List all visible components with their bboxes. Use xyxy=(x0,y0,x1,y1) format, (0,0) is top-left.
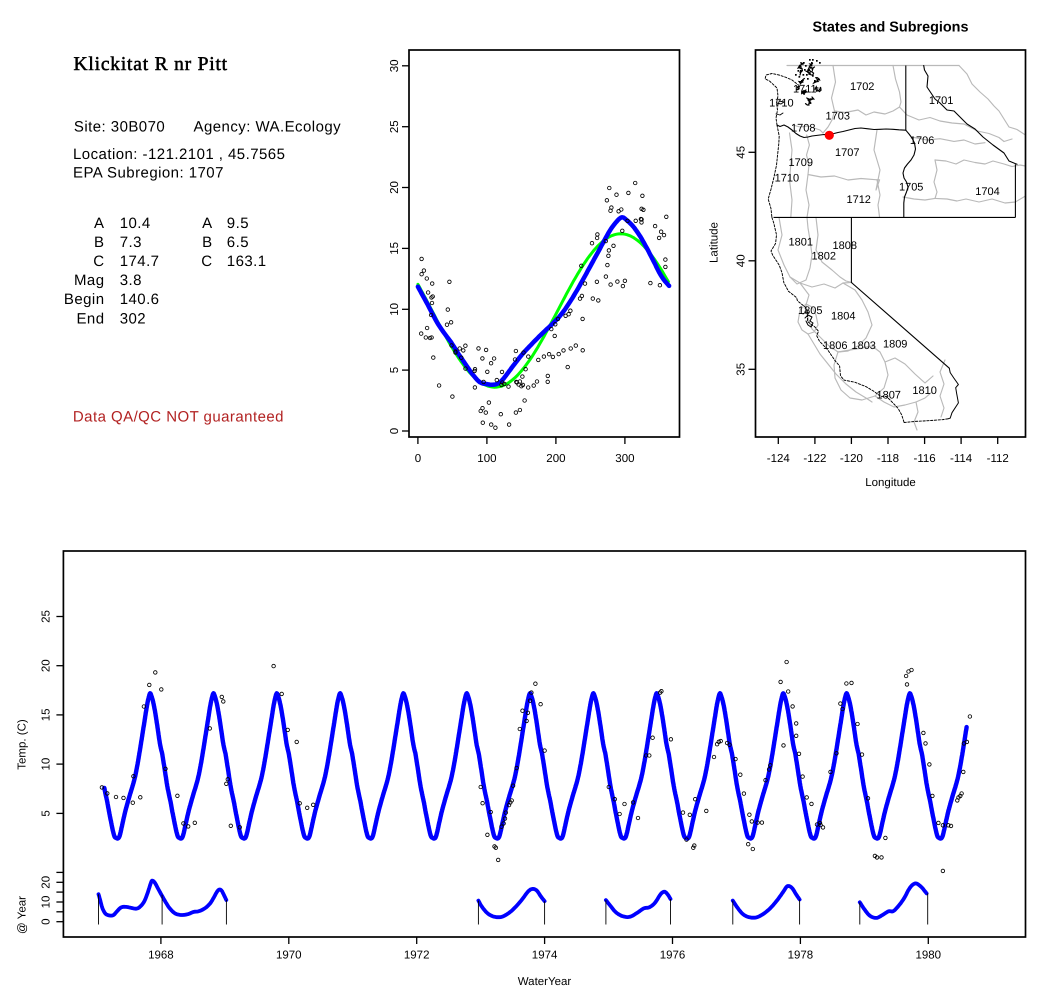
svg-text:1704: 1704 xyxy=(975,186,999,198)
svg-text:-124: -124 xyxy=(767,453,791,465)
svg-text:C: C xyxy=(93,253,104,270)
svg-text:B: B xyxy=(202,234,212,251)
svg-text:20: 20 xyxy=(41,876,53,889)
svg-text:5: 5 xyxy=(41,810,53,816)
svg-text:20: 20 xyxy=(41,659,53,672)
svg-text:1807: 1807 xyxy=(876,389,900,401)
svg-text:1805: 1805 xyxy=(798,305,822,317)
svg-text:10.4: 10.4 xyxy=(120,215,151,232)
svg-text:End: End xyxy=(76,310,104,327)
svg-text:15: 15 xyxy=(389,242,401,255)
svg-text:1708: 1708 xyxy=(791,122,815,134)
svg-text:174.7: 174.7 xyxy=(120,253,160,270)
svg-text:9.5: 9.5 xyxy=(227,215,249,232)
svg-text:1970: 1970 xyxy=(276,950,302,962)
svg-text:1702: 1702 xyxy=(850,81,874,93)
svg-text:20: 20 xyxy=(389,181,401,194)
svg-text:Site: 30B070: Site: 30B070 xyxy=(74,118,165,135)
svg-text:Begin: Begin xyxy=(64,291,105,308)
svg-text:5: 5 xyxy=(389,367,401,373)
svg-text:Longitude: Longitude xyxy=(865,477,916,489)
svg-text:C: C xyxy=(201,253,212,270)
svg-text:6.5: 6.5 xyxy=(227,234,249,251)
svg-text:Agency: WA.Ecology: Agency: WA.Ecology xyxy=(194,118,342,135)
svg-text:1712: 1712 xyxy=(846,194,870,206)
svg-text:0: 0 xyxy=(41,918,53,924)
svg-text:-118: -118 xyxy=(877,453,899,465)
svg-text:25: 25 xyxy=(389,120,401,133)
svg-text:B: B xyxy=(94,234,104,251)
svg-text:10: 10 xyxy=(41,758,53,771)
svg-text:45: 45 xyxy=(736,146,748,159)
svg-text:140.6: 140.6 xyxy=(120,291,160,308)
svg-text:1974: 1974 xyxy=(532,950,558,962)
svg-text:1701: 1701 xyxy=(929,95,953,107)
svg-text:0: 0 xyxy=(415,453,421,465)
svg-text:1710: 1710 xyxy=(769,97,793,109)
svg-text:Latitude: Latitude xyxy=(708,222,720,263)
svg-text:States and Subregions: States and Subregions xyxy=(813,20,969,36)
svg-text:-122: -122 xyxy=(803,453,826,465)
svg-text:200: 200 xyxy=(546,453,565,465)
svg-text:15: 15 xyxy=(41,709,53,722)
svg-text:Klickitat R nr Pitt: Klickitat R nr Pitt xyxy=(74,54,228,75)
svg-text:10: 10 xyxy=(41,896,53,909)
svg-text:25: 25 xyxy=(41,610,53,623)
svg-text:0: 0 xyxy=(389,428,401,434)
svg-text:302: 302 xyxy=(120,310,146,327)
svg-text:-120: -120 xyxy=(840,453,863,465)
svg-text:-116: -116 xyxy=(914,453,936,465)
svg-text:Temp. (C): Temp. (C) xyxy=(17,719,29,770)
svg-text:1968: 1968 xyxy=(148,950,174,962)
svg-text:1980: 1980 xyxy=(916,950,942,962)
svg-text:1802: 1802 xyxy=(812,251,836,263)
svg-text:A: A xyxy=(202,215,212,232)
svg-text:Data QA/QC NOT guaranteed: Data QA/QC NOT guaranteed xyxy=(73,409,284,426)
svg-text:1711: 1711 xyxy=(793,83,817,95)
svg-text:EPA Subregion: 1707: EPA Subregion: 1707 xyxy=(73,164,224,181)
svg-text:-112: -112 xyxy=(987,453,1009,465)
svg-text:Location: -121.2101 , 45.7565: Location: -121.2101 , 45.7565 xyxy=(73,146,285,163)
svg-text:40: 40 xyxy=(736,254,748,267)
svg-text:Mag: Mag xyxy=(74,272,105,289)
svg-text:1978: 1978 xyxy=(788,950,814,962)
svg-text:1808: 1808 xyxy=(833,240,857,252)
svg-text:1801: 1801 xyxy=(789,237,813,249)
svg-text:300: 300 xyxy=(615,453,634,465)
svg-text:A: A xyxy=(94,215,104,232)
svg-text:30: 30 xyxy=(389,59,401,72)
svg-text:1804: 1804 xyxy=(831,311,855,323)
svg-text:@ Year: @ Year xyxy=(17,896,29,934)
svg-text:35: 35 xyxy=(736,363,748,376)
svg-text:1972: 1972 xyxy=(404,950,430,962)
svg-text:WaterYear: WaterYear xyxy=(518,976,572,988)
svg-text:1803: 1803 xyxy=(851,340,875,352)
svg-text:1809: 1809 xyxy=(883,339,907,351)
svg-text:1806: 1806 xyxy=(823,340,847,352)
svg-text:163.1: 163.1 xyxy=(227,253,267,270)
svg-text:1705: 1705 xyxy=(899,182,923,194)
svg-text:100: 100 xyxy=(477,453,496,465)
svg-text:1976: 1976 xyxy=(660,950,686,962)
svg-text:1703: 1703 xyxy=(826,110,850,122)
svg-text:7.3: 7.3 xyxy=(120,234,142,251)
svg-text:10: 10 xyxy=(389,303,401,316)
svg-text:1810: 1810 xyxy=(912,385,936,397)
svg-text:1707: 1707 xyxy=(835,147,859,159)
svg-text:3.8: 3.8 xyxy=(120,272,142,289)
svg-text:-114: -114 xyxy=(950,453,973,465)
svg-text:1709: 1709 xyxy=(789,157,813,169)
svg-text:1710: 1710 xyxy=(775,173,799,185)
svg-text:1706: 1706 xyxy=(910,135,934,147)
